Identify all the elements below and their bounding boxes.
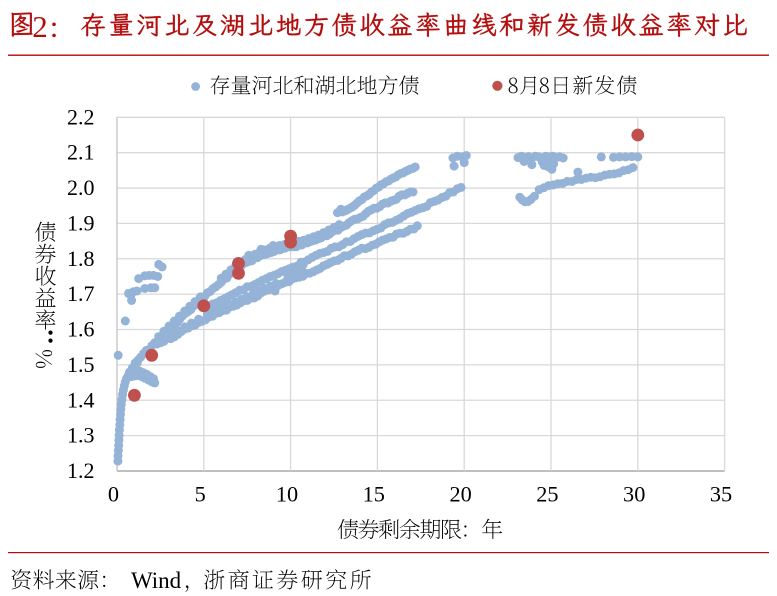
svg-text:Wind: Wind — [131, 568, 182, 593]
svg-text:2: 2 — [32, 9, 48, 44]
svg-text:1.7: 1.7 — [67, 281, 95, 306]
svg-text:1.2: 1.2 — [67, 458, 95, 483]
svg-text:1.9: 1.9 — [67, 210, 95, 235]
svg-text:10: 10 — [276, 482, 298, 507]
svg-text:1.5: 1.5 — [67, 352, 95, 377]
svg-text:2.0: 2.0 — [67, 175, 95, 200]
svg-text:30: 30 — [623, 482, 645, 507]
svg-text:5: 5 — [195, 482, 206, 507]
svg-text:1.6: 1.6 — [67, 317, 95, 342]
svg-text:1.3: 1.3 — [67, 423, 95, 448]
svg-text:15: 15 — [363, 482, 385, 507]
svg-text:20: 20 — [449, 482, 471, 507]
svg-text::: : — [50, 9, 59, 44]
svg-text:35: 35 — [710, 482, 732, 507]
svg-text:25: 25 — [536, 482, 558, 507]
svg-text:2.2: 2.2 — [67, 104, 95, 129]
svg-text:1.4: 1.4 — [67, 387, 95, 412]
svg-text:2.1: 2.1 — [67, 140, 95, 165]
svg-text:1.8: 1.8 — [67, 246, 95, 271]
svg-text:0: 0 — [108, 482, 119, 507]
